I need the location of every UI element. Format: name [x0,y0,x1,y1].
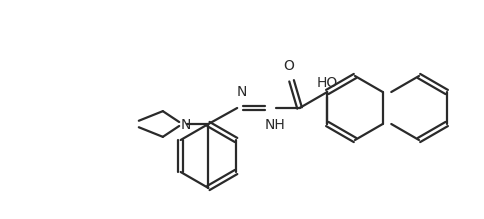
Text: N: N [237,85,247,99]
Text: O: O [283,59,293,73]
Text: HO: HO [316,76,337,90]
Text: N: N [181,118,191,132]
Text: NH: NH [264,118,285,132]
